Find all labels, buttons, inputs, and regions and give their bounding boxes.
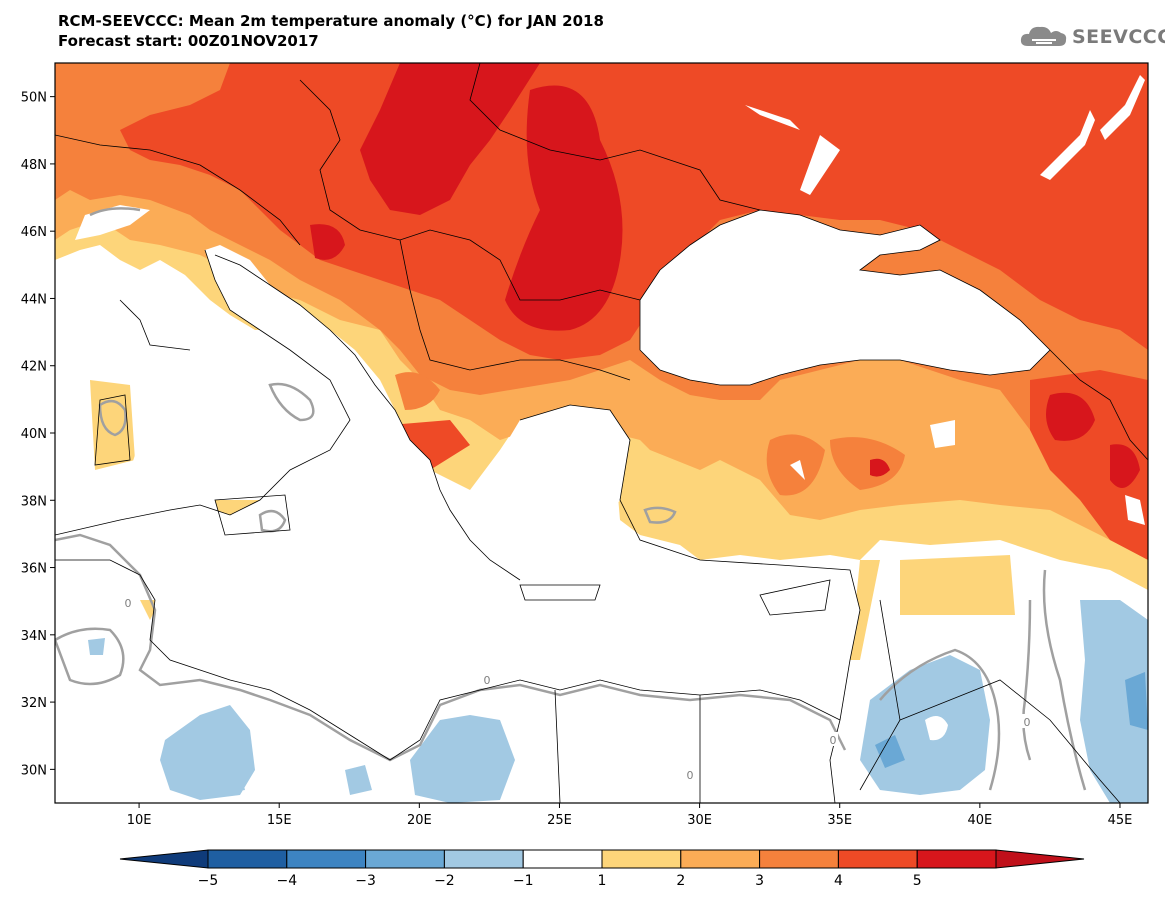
longitude-axis: 10E 15E 20E 25E 30E 35E 40E 45E <box>127 803 1133 828</box>
colorbar-swatch <box>286 849 367 869</box>
contour-label: 0 <box>1024 716 1031 729</box>
lon-tick-label: 25E <box>547 813 572 828</box>
anomaly-band-4-east <box>390 370 1148 560</box>
anomaly-band-3-spots <box>395 372 905 496</box>
contour-label-bg <box>828 732 838 746</box>
contour-labels: 0 0 0 0 0 <box>123 595 1032 782</box>
anomaly-band-5 <box>360 63 540 215</box>
lat-tick-label: 30N <box>21 763 47 778</box>
logo-text: SEEVCCC <box>1072 26 1165 48</box>
cloud-icon <box>1020 26 1067 46</box>
latitude-axis: 50N 48N 46N 44N 42N 40N 38N 36N 34N 32N 30N <box>21 91 55 778</box>
lat-tick-label: 38N <box>21 494 47 509</box>
lon-tick-label: 10E <box>127 813 152 828</box>
tyrrhenian-sea <box>130 330 300 500</box>
colorbar-swatch <box>522 849 603 869</box>
colorbar-swatch <box>365 849 445 869</box>
colorbar-swatch <box>759 849 839 869</box>
colorbar-high-arrow <box>995 849 1085 869</box>
lat-tick-label: 32N <box>21 696 47 711</box>
contour-label: 0 <box>125 597 132 610</box>
colorbar-swatch <box>601 849 682 869</box>
contour-label-bg <box>1022 714 1032 728</box>
colorbar-swatch <box>207 849 288 869</box>
colorbar-label: 2 <box>676 873 685 889</box>
negative-band-2 <box>875 672 1148 768</box>
lon-tick-label: 40E <box>967 813 992 828</box>
mediterranean-sea <box>55 245 860 760</box>
lon-tick-label: 45E <box>1108 813 1133 828</box>
colorbar-label: −1 <box>513 873 534 889</box>
contour-label: 0 <box>484 674 491 687</box>
forecast-start-subtitle: Forecast start: 00Z01NOV2017 <box>58 32 319 50</box>
coastlines-borders <box>55 63 1148 803</box>
lat-tick-label: 46N <box>21 225 47 240</box>
lat-tick-label: 50N <box>21 91 47 106</box>
lon-tick-label: 15E <box>267 813 292 828</box>
colorbar-label: 3 <box>755 873 764 889</box>
contour-label-bg <box>123 595 133 609</box>
zero-contours <box>55 207 1087 791</box>
lat-tick-label: 44N <box>21 292 47 307</box>
lat-tick-label: 40N <box>21 427 47 442</box>
colorbar-label: −2 <box>434 873 455 889</box>
colorbar-swatch <box>837 849 918 869</box>
colorbar-label: −5 <box>198 873 219 889</box>
negative-white-hole <box>925 716 948 741</box>
black-sea <box>640 210 1050 385</box>
lon-tick-label: 20E <box>407 813 432 828</box>
colorbar-label: 1 <box>598 873 607 889</box>
negative-band-1 <box>1080 600 1148 803</box>
lon-tick-label: 35E <box>827 813 852 828</box>
aegean-sea <box>470 405 630 555</box>
contour-label-bg <box>685 767 695 781</box>
adriatic-sea <box>215 255 375 395</box>
lat-tick-label: 48N <box>21 158 47 173</box>
contour-label-bg <box>482 672 492 686</box>
lat-tick-label: 34N <box>21 629 47 644</box>
anomaly-field <box>55 63 1148 803</box>
lon-tick-label: 30E <box>687 813 712 828</box>
lat-tick-label: 36N <box>21 562 47 577</box>
lat-tick-label: 42N <box>21 360 47 375</box>
contour-label: 0 <box>687 769 694 782</box>
contour-label: 0 <box>830 734 837 747</box>
colorbar-label: 4 <box>834 873 843 889</box>
colorbar-label: −4 <box>276 873 297 889</box>
negative-band-1-c <box>88 638 515 803</box>
colorbar-swatch <box>680 849 761 869</box>
colorbar-label: 5 <box>913 873 922 889</box>
colorbar-label: −3 <box>355 873 376 889</box>
seevccc-logo: SEEVCCC <box>1018 22 1165 52</box>
colorbar-swatch <box>443 849 524 869</box>
colorbar: −5 −4 −3 −2 −1 1 2 3 4 5 <box>119 849 1085 889</box>
anomaly-band-5-center <box>505 85 623 331</box>
colorbar-swatch <box>916 849 997 869</box>
colorbar-low-arrow <box>119 849 209 869</box>
map-title: RCM-SEEVCCC: Mean 2m temperature anomaly… <box>58 12 604 30</box>
